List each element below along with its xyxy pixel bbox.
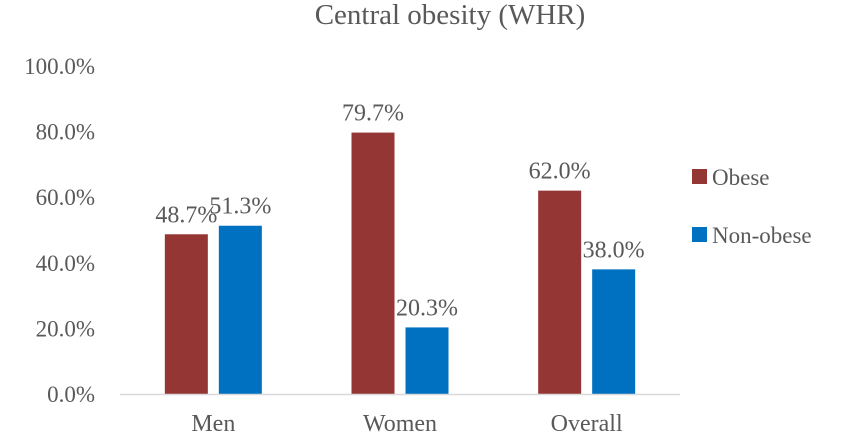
y-tick-label: 60.0% [36,185,95,210]
x-axis: Men Women Overall [191,411,623,433]
bar-obese-women [351,132,395,395]
data-label: 38.0% [583,237,645,263]
y-tick-label: 40.0% [36,251,95,276]
y-tick-label: 20.0% [36,316,95,341]
legend-swatch-obese [692,169,707,184]
bar-non-obese-men [218,225,262,394]
legend-label: Non-obese [712,223,812,248]
y-axis: 0.0% 20.0% 40.0% 60.0% 80.0% 100.0% [24,54,95,407]
bar-obese-overall [538,190,582,394]
x-tick-label: Women [363,411,437,433]
data-label: 62.0% [529,159,591,185]
legend-label: Obese [712,165,769,190]
bars [164,132,636,395]
x-tick-label: Overall [551,411,623,433]
bar-obese-men [164,234,208,394]
chart-title: Central obesity (WHR) [315,0,586,31]
data-label: 51.3% [209,194,271,220]
data-label: 79.7% [342,101,404,127]
data-label: 48.7% [155,202,217,228]
data-labels: 48.7%51.3% 79.7% 20.3% 62.0% 38.0% [155,101,644,322]
bar-non-obese-overall [592,269,636,394]
y-tick-label: 80.0% [36,120,95,145]
bar-non-obese-women [405,327,449,394]
y-tick-label: 0.0% [47,382,95,407]
y-tick-label: 100.0% [24,54,95,79]
legend-swatch-non-obese [692,227,707,242]
data-label: 20.3% [396,295,458,321]
legend: Obese Non-obese [692,165,812,248]
x-tick-label: Men [191,411,235,433]
